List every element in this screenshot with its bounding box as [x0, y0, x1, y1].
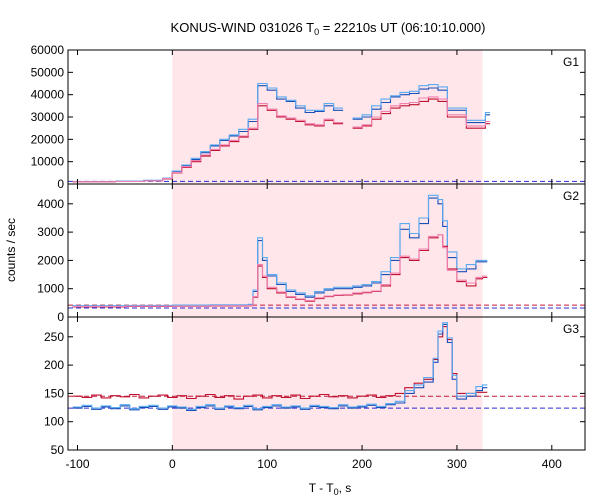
y-tick-label: 100 — [44, 415, 64, 429]
y-tick-label: 0 — [57, 310, 64, 324]
panels: 0100002000030000400005000060000G10100020… — [31, 43, 586, 471]
x-tick-label: 200 — [352, 457, 372, 471]
highlight-band — [172, 317, 483, 450]
y-tick-label: 4000 — [37, 197, 64, 211]
y-tick-label: 50000 — [31, 65, 65, 79]
series-pink — [72, 234, 488, 308]
y-tick-label: 150 — [44, 386, 64, 400]
x-tick-label: 400 — [542, 457, 562, 471]
y-tick-label: 60000 — [31, 43, 65, 57]
panel-label: G3 — [563, 322, 579, 336]
x-tick-label: -100 — [65, 457, 89, 471]
y-tick-label: 250 — [44, 330, 64, 344]
y-tick-label: 20000 — [31, 132, 65, 146]
highlight-band — [172, 50, 483, 184]
panel-frame — [67, 316, 586, 451]
y-tick-label: 40000 — [31, 88, 65, 102]
panel-g2: 0 1000 2000 3000 4000 G2 — [37, 183, 586, 324]
y-tick-label: 2000 — [37, 253, 64, 267]
y-tick-label: 50 — [51, 443, 65, 457]
y-tick-label: 200 — [44, 358, 64, 372]
y-tick-label: 1000 — [37, 282, 64, 296]
y-tick-label: 30000 — [31, 110, 65, 124]
y-tick-label: 0 — [57, 177, 64, 191]
x-tick-label: 300 — [447, 457, 467, 471]
x-axis-label: T - T0, s — [309, 481, 352, 497]
y-axis-label: counts / sec — [4, 218, 18, 282]
chart-title: KONUS-WIND 031026 T0 = 22210s UT (06:10:… — [171, 20, 486, 37]
y-tick-label: 3000 — [37, 225, 64, 239]
series-light-blue — [72, 322, 488, 410]
panel-g1: 0 10000 20000 30000 40000 50000 60000 G1 — [31, 43, 586, 191]
highlight-band — [172, 184, 483, 317]
panel-g3: 50 100 150 200 250 G3 — [44, 316, 586, 457]
series-pink — [72, 96, 491, 183]
y-tick-label: 10000 — [31, 155, 65, 169]
x-tick-label: 0 — [169, 457, 176, 471]
panel-label: G2 — [563, 189, 579, 203]
panel-label: G1 — [563, 55, 579, 69]
series-light-blue — [72, 194, 488, 307]
x-tick-label: 100 — [257, 457, 277, 471]
